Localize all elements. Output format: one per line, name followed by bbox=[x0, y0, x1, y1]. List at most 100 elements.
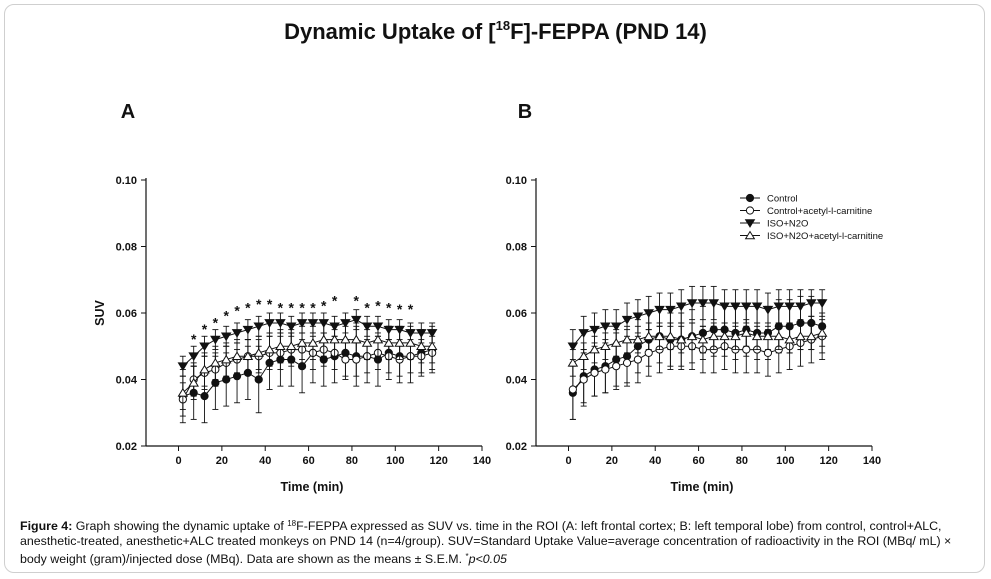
x-tick-label: 140 bbox=[863, 455, 881, 467]
significance-star: * bbox=[234, 303, 240, 319]
series-line bbox=[182, 349, 433, 397]
data-point bbox=[697, 299, 709, 308]
data-point bbox=[307, 319, 319, 328]
data-point bbox=[632, 312, 644, 322]
data-point bbox=[773, 331, 785, 341]
data-point bbox=[751, 302, 763, 312]
significance-star: * bbox=[223, 308, 229, 324]
data-point bbox=[610, 338, 622, 347]
data-point bbox=[210, 335, 221, 345]
data-point bbox=[329, 334, 340, 344]
data-point bbox=[361, 338, 373, 347]
figure-caption: Figure 4: Graph showing the dynamic upta… bbox=[20, 519, 952, 566]
data-point bbox=[567, 357, 579, 367]
series-0 bbox=[568, 295, 827, 420]
data-point bbox=[654, 331, 665, 341]
x-tick-label: 60 bbox=[302, 455, 314, 467]
data-point bbox=[730, 302, 741, 312]
data-point bbox=[795, 331, 806, 341]
data-point bbox=[600, 341, 611, 351]
series-line bbox=[572, 302, 823, 347]
data-point bbox=[632, 334, 644, 344]
series-line bbox=[572, 322, 823, 394]
data-point bbox=[612, 362, 621, 371]
data-point bbox=[296, 319, 308, 328]
x-tick-label: 120 bbox=[429, 455, 447, 467]
data-point bbox=[784, 302, 795, 312]
significance-star: * bbox=[310, 299, 316, 315]
significance-star: * bbox=[408, 301, 414, 317]
data-point bbox=[405, 338, 416, 347]
data-point bbox=[426, 341, 438, 351]
data-point bbox=[296, 338, 308, 347]
significance-star: * bbox=[256, 296, 262, 312]
significance-star: * bbox=[299, 299, 305, 315]
data-point bbox=[242, 325, 254, 335]
legend-marker bbox=[745, 193, 755, 203]
data-point bbox=[200, 392, 209, 401]
series-2 bbox=[567, 285, 828, 364]
data-point bbox=[220, 354, 232, 364]
significance-star: * bbox=[245, 299, 251, 315]
data-point bbox=[275, 319, 286, 328]
significance-star: * bbox=[321, 298, 327, 314]
data-point bbox=[231, 351, 243, 361]
data-point bbox=[340, 334, 351, 344]
y-tick-label: 0.06 bbox=[506, 308, 527, 320]
data-point bbox=[589, 344, 600, 354]
significance-star: * bbox=[375, 298, 381, 314]
y-tick-label: 0.04 bbox=[116, 375, 138, 387]
data-point bbox=[188, 352, 199, 362]
data-point bbox=[188, 377, 199, 387]
data-point bbox=[318, 334, 330, 344]
significance-star: * bbox=[202, 321, 208, 337]
figure-frame bbox=[4, 4, 985, 573]
significance-star: * bbox=[386, 299, 392, 315]
data-point bbox=[253, 322, 265, 332]
data-point bbox=[675, 334, 687, 344]
data-point bbox=[350, 315, 362, 325]
data-point bbox=[307, 338, 319, 347]
legend-label: Control+acetyl-l-carnitine bbox=[767, 206, 872, 217]
x-tick-label: 120 bbox=[819, 455, 837, 467]
y-tick-label: 0.02 bbox=[506, 441, 527, 453]
significance-star: * bbox=[191, 331, 197, 347]
data-point bbox=[816, 299, 828, 308]
data-point bbox=[253, 347, 265, 357]
data-point bbox=[567, 342, 579, 352]
data-point bbox=[578, 351, 589, 361]
data-point bbox=[622, 358, 632, 367]
y-tick-label: 0.10 bbox=[506, 175, 527, 187]
panel-label-b: B bbox=[518, 101, 532, 123]
data-point bbox=[719, 331, 730, 341]
data-point bbox=[665, 305, 676, 315]
data-point bbox=[708, 299, 720, 308]
data-point bbox=[350, 334, 362, 344]
x-tick-label: 40 bbox=[649, 455, 661, 467]
data-point bbox=[763, 348, 773, 357]
data-point bbox=[341, 355, 350, 364]
data-point bbox=[177, 362, 189, 372]
data-point bbox=[264, 319, 275, 328]
data-point bbox=[199, 342, 210, 352]
data-point bbox=[633, 355, 642, 364]
x-tick-label: 80 bbox=[346, 455, 358, 467]
data-point bbox=[610, 322, 622, 332]
data-point bbox=[264, 344, 275, 354]
data-point bbox=[210, 357, 221, 367]
x-tick-label: 60 bbox=[692, 455, 704, 467]
legend-marker bbox=[744, 219, 756, 228]
y-tick-label: 0.04 bbox=[506, 375, 528, 387]
data-point bbox=[654, 305, 665, 315]
data-point bbox=[644, 348, 653, 357]
legend-label: ISO+N2O+acetyl-l-carnitine bbox=[767, 231, 883, 242]
data-point bbox=[806, 299, 817, 308]
x-tick-label: 20 bbox=[606, 455, 618, 467]
x-tick-label: 20 bbox=[216, 455, 228, 467]
data-point bbox=[742, 345, 751, 354]
data-point bbox=[600, 322, 611, 332]
data-point bbox=[697, 334, 709, 344]
significance-star: * bbox=[267, 296, 273, 312]
